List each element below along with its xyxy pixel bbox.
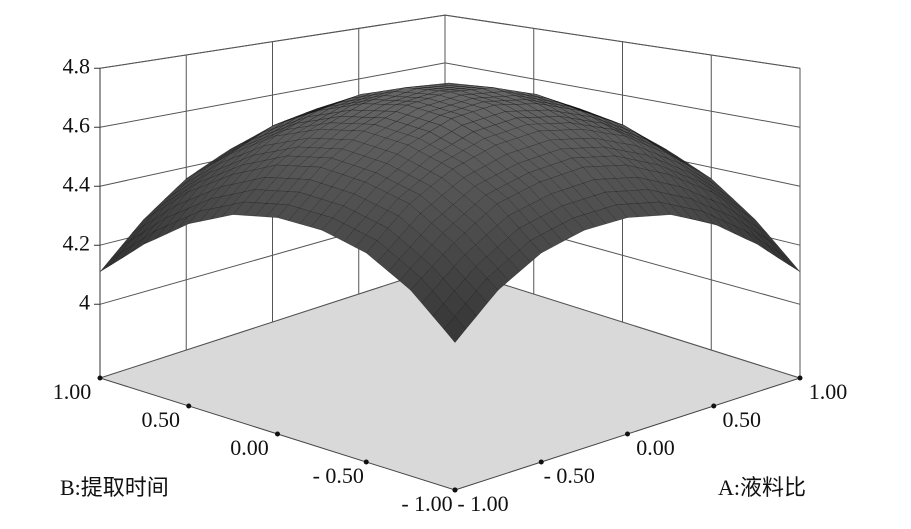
z-tick-label: 4.8 bbox=[63, 53, 91, 78]
z-tick-label: 4 bbox=[79, 289, 90, 314]
y-tick-label: 0.00 bbox=[230, 435, 269, 460]
grid-line bbox=[99, 14, 801, 69]
y-tick bbox=[97, 375, 103, 381]
y-tick-label: 1.00 bbox=[53, 379, 92, 404]
y-tick-label: - 1.00 bbox=[401, 491, 452, 516]
x-tick-label: - 0.50 bbox=[544, 463, 595, 488]
x-tick bbox=[711, 403, 717, 409]
x-tick bbox=[538, 459, 544, 465]
y-tick-label: 0.50 bbox=[142, 407, 181, 432]
y-tick bbox=[363, 459, 369, 465]
surface-cell bbox=[443, 316, 467, 343]
z-tick-label: 4.6 bbox=[63, 112, 91, 137]
x-tick-label: 0.50 bbox=[723, 407, 762, 432]
y-tick bbox=[186, 403, 192, 409]
y-tick-label: - 0.50 bbox=[313, 463, 364, 488]
x-tick-label: 1.00 bbox=[809, 379, 848, 404]
x-tick bbox=[797, 375, 803, 381]
x-tick bbox=[625, 431, 630, 437]
z-tick-label: 4.2 bbox=[63, 230, 91, 255]
y-tick bbox=[452, 487, 458, 493]
x-tick-label: - 1.00 bbox=[457, 491, 508, 516]
x-axis-title: A:液料比 bbox=[718, 475, 806, 500]
y-axis-title: B:提取时间 bbox=[60, 475, 169, 500]
z-tick-label: 4.4 bbox=[63, 171, 91, 196]
x-tick-label: 0.00 bbox=[636, 435, 675, 460]
y-tick bbox=[275, 431, 280, 437]
